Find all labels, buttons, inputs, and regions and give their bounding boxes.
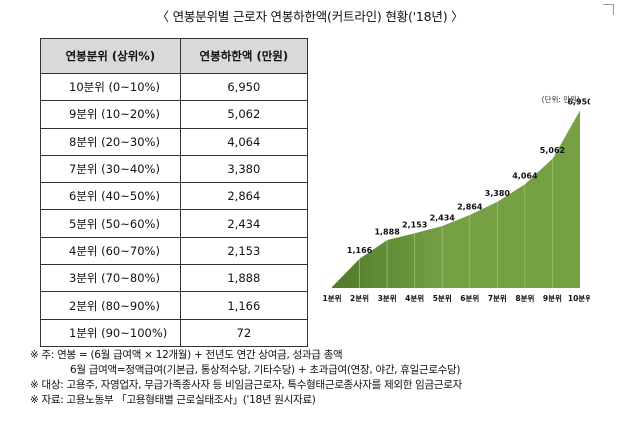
x-tick-label: 1분위 bbox=[322, 293, 341, 303]
table-row: 9분위 (10~20%) 5,062 bbox=[40, 100, 309, 129]
salary-cell: 1,888 bbox=[179, 264, 309, 293]
note-source: ※ 자료: 고용노동부 「고용형태별 근로실태조사」('18년 원시자료) bbox=[30, 394, 316, 406]
x-tick-label: 7분위 bbox=[488, 293, 507, 303]
salary-cell: 6,950 bbox=[179, 72, 309, 102]
x-tick-label: 4분위 bbox=[405, 293, 424, 303]
table-row: 2분위 (80~90%) 1,166 bbox=[40, 291, 309, 320]
table-row: 1분위 (90~100%) 72 bbox=[40, 318, 309, 347]
page-title: 〈 연봉분위별 근로자 연봉하한액(커트라인) 현황('18년) 〉 bbox=[156, 9, 464, 24]
note-scope: ※ 대상: 고용주, 자영업자, 무급가족종사자 등 비임금근로자, 특수형태근… bbox=[30, 379, 462, 391]
percentile-cell: 4분위 (60~70%) bbox=[40, 236, 181, 266]
data-label: 3,380 bbox=[485, 189, 511, 198]
table-header-row: 연봉분위 (상위%) 연봉하한액 (만원) bbox=[40, 38, 309, 74]
x-tick-label: 10분위 bbox=[568, 293, 590, 303]
x-tick-label: 5분위 bbox=[433, 293, 452, 303]
note-definition: ※ 주: 연봉 = (6월 급여액 × 12개월) + 전년도 연간 상여금, … bbox=[30, 349, 343, 361]
percentile-cell: 10분위 (0~10%) bbox=[40, 72, 181, 102]
salary-cell: 3,380 bbox=[179, 154, 309, 184]
percentile-cell: 1분위 (90~100%) bbox=[40, 318, 181, 347]
percentile-cell: 9분위 (10~20%) bbox=[40, 100, 181, 129]
unit-label: (단위: 만원) bbox=[542, 94, 580, 104]
table-row: 7분위 (30~40%) 3,380 bbox=[40, 154, 309, 184]
footnotes: ※ 주: 연봉 = (6월 급여액 × 12개월) + 전년도 연간 상여금, … bbox=[30, 348, 462, 408]
percentile-cell: 3분위 (70~80%) bbox=[40, 264, 181, 293]
x-tick-label: 6분위 bbox=[460, 293, 479, 303]
percentile-cell: 7분위 (30~40%) bbox=[40, 154, 181, 184]
percentile-cell: 8분위 (20~30%) bbox=[40, 127, 181, 156]
data-table: 연봉분위 (상위%) 연봉하한액 (만원) 10분위 (0~10%) 6,950 9… bbox=[40, 38, 309, 347]
salary-cell: 2,434 bbox=[179, 209, 309, 238]
data-label: 2,153 bbox=[402, 221, 427, 230]
percentile-cell: 5분위 (50~60%) bbox=[40, 209, 181, 238]
data-label: 2,434 bbox=[430, 213, 456, 222]
salary-cell: 72 bbox=[179, 318, 309, 347]
data-label: 5,062 bbox=[540, 146, 565, 155]
data-label: 1,166 bbox=[347, 246, 373, 255]
area-series bbox=[332, 109, 580, 289]
header-min-salary: 연봉하한액 (만원) bbox=[179, 38, 309, 74]
header-percentile: 연봉분위 (상위%) bbox=[40, 38, 181, 74]
table-row: 5분위 (50~60%) 2,434 bbox=[40, 209, 309, 238]
data-label: 6,950 bbox=[567, 97, 590, 106]
table-row: 10분위 (0~10%) 6,950 bbox=[40, 72, 309, 102]
percentile-cell: 2분위 (80~90%) bbox=[40, 291, 181, 320]
table-row: 4분위 (60~70%) 2,153 bbox=[40, 236, 309, 266]
x-tick-label: 9분위 bbox=[543, 293, 562, 303]
x-tick-label: 2분위 bbox=[350, 293, 369, 303]
salary-cell: 4,064 bbox=[179, 127, 309, 156]
x-tick-label: 3분위 bbox=[378, 293, 397, 303]
page-corner-mark bbox=[603, 4, 614, 15]
table-row: 6분위 (40~50%) 2,864 bbox=[40, 182, 309, 211]
salary-cell: 1,166 bbox=[179, 291, 309, 320]
note-definition-detail: 6월 급여액=정액급여(기본급, 통상적수당, 기타수당) + 초과급여(연장,… bbox=[70, 364, 461, 376]
table-row: 3분위 (70~80%) 1,888 bbox=[40, 264, 309, 293]
data-label: 1,888 bbox=[374, 227, 400, 236]
salary-cell: 2,864 bbox=[179, 182, 309, 211]
data-label: 2,864 bbox=[457, 202, 483, 211]
table-row: 8분위 (20~30%) 4,064 bbox=[40, 127, 309, 156]
percentile-cell: 6분위 (40~50%) bbox=[40, 182, 181, 211]
area-top-line bbox=[331, 108, 581, 287]
salary-cell: 5,062 bbox=[179, 100, 309, 129]
data-label: 4,064 bbox=[512, 171, 538, 180]
x-tick-label: 8분위 bbox=[515, 293, 534, 303]
salary-cell: 2,153 bbox=[179, 236, 309, 266]
